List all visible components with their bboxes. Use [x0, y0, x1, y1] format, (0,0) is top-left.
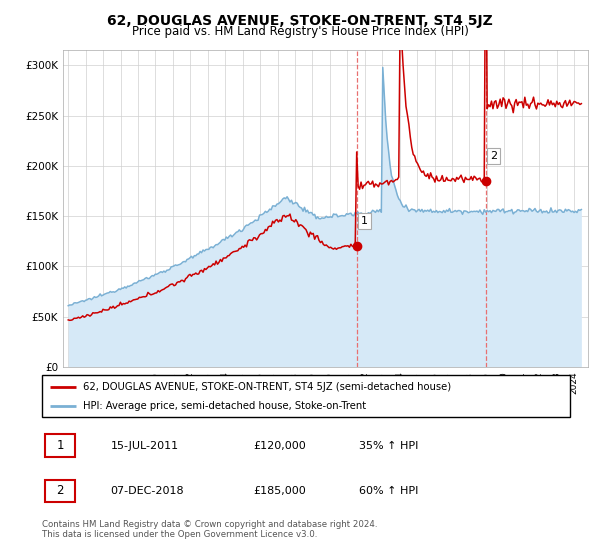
Text: 62, DOUGLAS AVENUE, STOKE-ON-TRENT, ST4 5JZ: 62, DOUGLAS AVENUE, STOKE-ON-TRENT, ST4 … — [107, 14, 493, 28]
Text: 07-DEC-2018: 07-DEC-2018 — [110, 486, 184, 496]
Text: 1: 1 — [361, 216, 368, 226]
Text: 35% ↑ HPI: 35% ↑ HPI — [359, 441, 418, 451]
FancyBboxPatch shape — [44, 435, 75, 457]
Text: 15-JUL-2011: 15-JUL-2011 — [110, 441, 179, 451]
Text: £185,000: £185,000 — [253, 486, 306, 496]
Text: Price paid vs. HM Land Registry's House Price Index (HPI): Price paid vs. HM Land Registry's House … — [131, 25, 469, 38]
Text: 1: 1 — [56, 439, 64, 452]
FancyBboxPatch shape — [44, 479, 75, 502]
Text: 60% ↑ HPI: 60% ↑ HPI — [359, 486, 418, 496]
Text: 2: 2 — [490, 151, 497, 161]
Text: Contains HM Land Registry data © Crown copyright and database right 2024.
This d: Contains HM Land Registry data © Crown c… — [42, 520, 377, 539]
Text: 2: 2 — [56, 484, 64, 497]
Text: £120,000: £120,000 — [253, 441, 306, 451]
Text: HPI: Average price, semi-detached house, Stoke-on-Trent: HPI: Average price, semi-detached house,… — [83, 401, 367, 411]
Text: 62, DOUGLAS AVENUE, STOKE-ON-TRENT, ST4 5JZ (semi-detached house): 62, DOUGLAS AVENUE, STOKE-ON-TRENT, ST4 … — [83, 381, 451, 391]
